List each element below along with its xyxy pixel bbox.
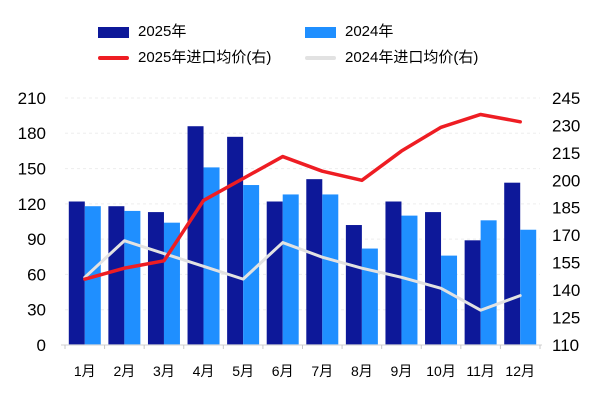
x-axis-label: 2月 (113, 363, 135, 379)
right-axis-label: 245 (552, 89, 580, 108)
bar-2024年-12月 (520, 229, 537, 345)
right-axis-label: 125 (552, 309, 580, 328)
bar-2025年-3月 (147, 212, 164, 345)
x-axis-label: 6月 (272, 363, 294, 379)
left-axis-label: 0 (37, 336, 46, 355)
left-axis-label: 210 (18, 89, 46, 108)
bar-2025年-7月 (306, 179, 323, 345)
bar-2024年-8月 (361, 248, 378, 345)
legend-item-2025-bars: 2025年 (98, 24, 186, 40)
bar-2025年-11月 (464, 240, 481, 345)
right-axis-label: 185 (552, 199, 580, 218)
line-2024年进口均价(右) (83, 239, 522, 312)
legend-swatch-2025-line (98, 56, 129, 60)
left-axis-label: 90 (27, 230, 46, 249)
bar-2025年-2月 (108, 206, 125, 345)
x-axis-label: 9月 (391, 363, 413, 379)
line-2025年进口均价(右) (83, 112, 522, 281)
legend-label-2025-bars: 2025年 (138, 23, 187, 40)
right-axis-label: 110 (552, 336, 579, 355)
x-axis-label: 10月 (426, 363, 456, 379)
bar-2024年-4月 (203, 167, 220, 345)
bar-2024年-11月 (480, 220, 497, 345)
right-axis-label: 200 (552, 171, 580, 190)
right-axis-label: 215 (552, 144, 580, 163)
legend-swatch-2024-bar (305, 26, 336, 38)
bar-2025年-12月 (504, 182, 521, 345)
bar-2025年-9月 (385, 201, 402, 345)
x-axis-label: 4月 (193, 363, 215, 379)
left-axis-label: 180 (18, 124, 46, 143)
bar-2025年-5月 (227, 136, 244, 345)
right-axis-label: 230 (552, 116, 580, 135)
x-axis-label: 5月 (232, 363, 254, 379)
bar-2025年-8月 (345, 225, 362, 345)
x-axis-label: 1月 (74, 363, 96, 379)
bar-2024年-2月 (124, 210, 141, 345)
legend-swatch-2025-bar (98, 26, 129, 38)
bar-2025年-6月 (266, 201, 283, 345)
x-axis-label: 11月 (466, 363, 495, 379)
bar-2025年-4月 (187, 126, 204, 345)
bar-2024年-6月 (282, 194, 299, 345)
legend-label-2024-price-line: 2024年进口均价(右) (345, 49, 479, 66)
bar-2025年-10月 (425, 212, 442, 345)
legend-label-2025-price-line: 2025年进口均价(右) (138, 49, 272, 66)
x-axis-label: 3月 (153, 363, 175, 379)
left-axis-label: 30 (27, 301, 46, 320)
right-axis-label: 155 (552, 254, 580, 273)
x-axis-label: 7月 (311, 363, 333, 379)
left-axis-label: 150 (18, 160, 46, 179)
x-axis-label: 12月 (505, 363, 535, 379)
bar-2025年-1月 (68, 201, 85, 345)
bar-2024年-5月 (243, 185, 260, 345)
right-axis-label: 170 (552, 226, 580, 245)
legend-label-2024-bars: 2024年 (345, 23, 394, 40)
x-axis-label: 8月 (351, 363, 373, 379)
right-axis-label: 140 (552, 281, 580, 300)
legend-item-2024-price-line: 2024年进口均价(右) (305, 50, 478, 66)
legend-item-2025-price-line: 2025年进口均价(右) (98, 50, 271, 66)
bar-2024年-10月 (441, 255, 458, 345)
left-axis-label: 120 (18, 195, 46, 214)
left-axis-label: 60 (27, 265, 46, 284)
bar-2024年-7月 (322, 194, 339, 345)
legend-item-2024-bars: 2024年 (305, 24, 393, 40)
legend-swatch-2024-line (305, 56, 336, 60)
